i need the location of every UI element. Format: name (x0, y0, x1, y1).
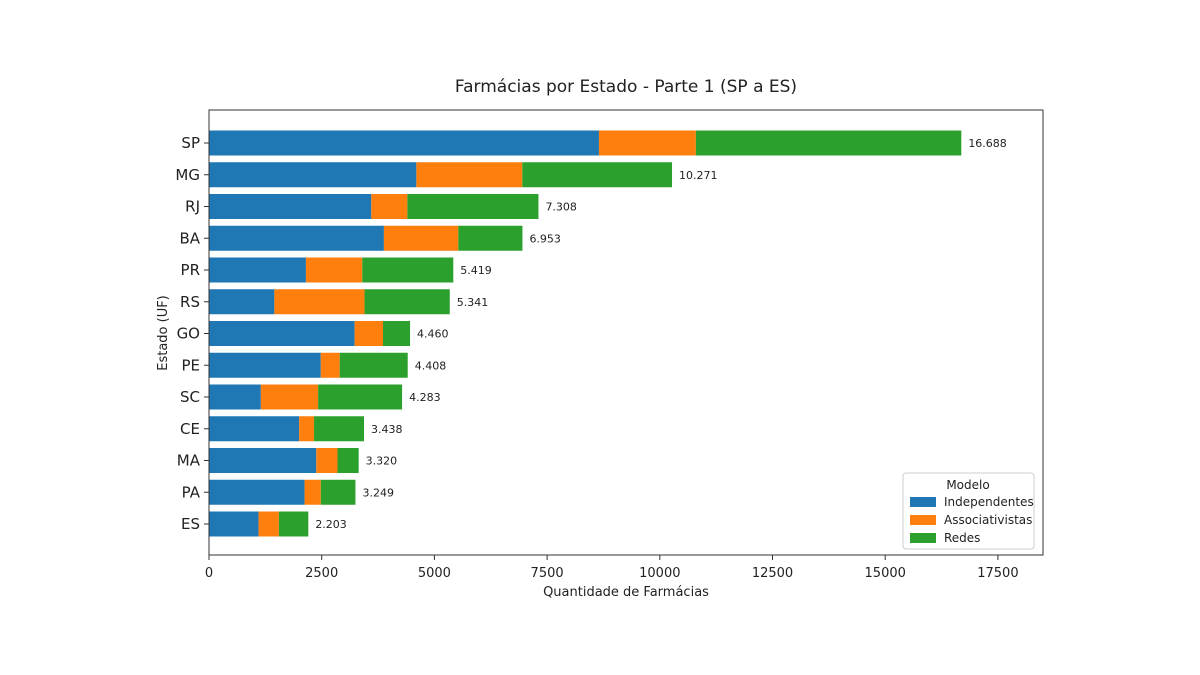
bar-go-associativistas (354, 321, 384, 346)
x-tick-label: 10000 (639, 566, 680, 581)
y-tick-label-mg: MG (175, 166, 200, 184)
total-label-rj: 7.308 (545, 201, 577, 214)
bar-ce-independentes (209, 416, 300, 442)
bar-sp-associativistas (598, 130, 696, 156)
bar-sp-independentes (209, 130, 599, 156)
x-tick-label: 2500 (305, 566, 338, 581)
bar-mg-associativistas (416, 162, 523, 188)
legend: Modelo Independentes Associativistas Redes (902, 472, 1035, 550)
bar-pe-redes (339, 352, 408, 378)
bar-pa-independentes (209, 479, 305, 505)
y-axis-label: Estado (UF) (156, 295, 171, 371)
total-label-ba: 6.953 (529, 232, 561, 245)
bar-ce-associativistas (299, 416, 315, 442)
x-tick-label: 5000 (418, 566, 451, 581)
bar-ce-redes (314, 416, 364, 442)
bar-pe-associativistas (320, 352, 340, 378)
y-tick-labels: SP MG RJ BA PR RS GO PE SC CE MA PA ES (175, 134, 209, 533)
bars-layer (209, 130, 962, 537)
bar-es-associativistas (258, 511, 279, 537)
bar-go-independentes (209, 321, 355, 346)
bar-rs-redes (364, 289, 450, 315)
bar-go-redes (383, 321, 411, 346)
total-label-ma: 3.320 (366, 455, 398, 468)
x-tick-label: 12500 (752, 566, 793, 581)
legend-swatch-redes (910, 533, 936, 543)
y-tick-label-es: ES (181, 515, 200, 533)
bar-rs-associativistas (274, 289, 365, 315)
y-tick-label-sc: SC (180, 388, 200, 406)
total-label-pa: 3.249 (362, 486, 394, 499)
y-tick-label-ma: MA (177, 452, 201, 470)
bar-pe-independentes (209, 352, 321, 378)
x-tick-label: 15000 (865, 566, 906, 581)
bar-mg-independentes (209, 162, 417, 188)
y-tick-label-ce: CE (180, 420, 200, 438)
total-label-ce: 3.438 (371, 423, 403, 436)
legend-label-associativistas: Associativistas (944, 513, 1032, 527)
bar-ma-redes (337, 448, 359, 473)
y-tick-label-pr: PR (181, 261, 200, 279)
legend-swatch-independentes (910, 497, 936, 507)
total-label-pe: 4.408 (415, 359, 447, 372)
y-tick-label-rj: RJ (185, 198, 200, 216)
bar-rj-independentes (209, 194, 372, 219)
total-label-es: 2.203 (315, 518, 347, 531)
total-label-mg: 10.271 (679, 169, 718, 182)
x-tick-label: 0 (205, 566, 213, 581)
bar-ba-independentes (209, 225, 384, 251)
bar-mg-redes (522, 162, 673, 188)
bar-pr-redes (362, 257, 454, 283)
total-label-pr: 5.419 (460, 264, 492, 277)
legend-label-redes: Redes (944, 531, 980, 545)
bar-pa-associativistas (304, 479, 321, 505)
bar-rj-redes (407, 194, 539, 219)
bar-ma-independentes (209, 448, 317, 473)
bar-ba-redes (458, 225, 523, 251)
total-label-sc: 4.283 (409, 391, 441, 404)
bar-pr-independentes (209, 257, 306, 283)
bar-sp-redes (695, 130, 962, 156)
y-tick-label-sp: SP (181, 134, 200, 152)
x-axis-ticks: 0 2500 5000 7500 10000 12500 15000 17500 (205, 555, 1019, 581)
bar-rj-associativistas (371, 194, 408, 219)
y-tick-label-ba: BA (179, 229, 200, 247)
chart-title: Farmácias por Estado - Parte 1 (SP a ES) (455, 77, 797, 97)
total-label-rs: 5.341 (457, 296, 489, 309)
x-tick-label: 7500 (531, 566, 564, 581)
bar-rs-independentes (209, 289, 275, 315)
legend-label-independentes: Independentes (944, 495, 1034, 509)
y-tick-label-pe: PE (181, 356, 200, 374)
legend-title: Modelo (946, 478, 989, 492)
y-tick-label-go: GO (177, 325, 200, 343)
total-label-sp: 16.688 (968, 137, 1007, 150)
x-tick-label: 17500 (977, 566, 1018, 581)
bar-pa-redes (320, 479, 356, 505)
bar-sc-redes (318, 384, 403, 410)
bar-pr-associativistas (305, 257, 363, 283)
y-tick-label-pa: PA (182, 483, 201, 501)
bar-es-independentes (209, 511, 259, 537)
x-axis-label: Quantidade de Farmácias (543, 585, 709, 600)
total-label-go: 4.460 (417, 328, 449, 341)
bar-sc-independentes (209, 384, 261, 410)
bar-ma-associativistas (316, 448, 338, 473)
y-tick-label-rs: RS (180, 293, 200, 311)
plot-frame (208, 109, 1044, 556)
legend-items: Independentes Associativistas Redes (910, 495, 1034, 545)
bar-sc-associativistas (260, 384, 319, 410)
legend-swatch-associativistas (910, 515, 936, 525)
bar-ba-associativistas (383, 225, 459, 251)
total-labels: 16.688 10.271 7.308 6.953 5.419 5.341 4.460 4.4… (315, 137, 1006, 531)
bar-es-redes (278, 511, 309, 537)
legend-box (902, 472, 1035, 550)
